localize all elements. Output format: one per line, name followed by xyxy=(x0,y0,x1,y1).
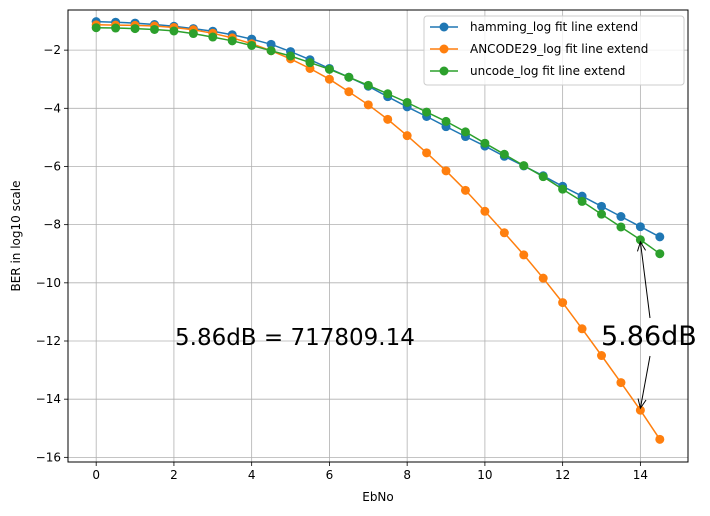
series xyxy=(91,23,665,259)
data-point xyxy=(402,131,412,141)
x-tick-label: 8 xyxy=(403,468,411,482)
data-point xyxy=(655,232,665,242)
y-tick-label: −2 xyxy=(43,43,61,57)
annotation-ratio-text: 5.86dB = 717809.14 xyxy=(175,325,415,351)
x-tick-label: 12 xyxy=(555,468,570,482)
data-point xyxy=(344,72,354,82)
annotation-arrow-head xyxy=(637,240,646,252)
data-point xyxy=(635,405,645,415)
legend-label: uncode_log fit line extend xyxy=(470,64,625,78)
data-point xyxy=(597,351,607,361)
data-point xyxy=(149,24,159,34)
y-tick-label: −10 xyxy=(36,276,61,290)
data-point xyxy=(616,212,626,222)
data-point xyxy=(363,80,373,90)
data-point xyxy=(383,114,393,124)
legend-swatch-marker xyxy=(439,22,449,32)
data-point xyxy=(519,161,529,171)
legend-entry: ANCODE29_log fit line extend xyxy=(430,42,648,56)
data-point xyxy=(286,51,296,61)
data-point xyxy=(577,196,587,206)
data-point xyxy=(208,32,218,42)
x-tick-label: 14 xyxy=(633,468,648,482)
data-point xyxy=(383,89,393,99)
x-tick-label: 2 xyxy=(170,468,178,482)
x-tick-label: 10 xyxy=(477,468,492,482)
y-tick-label: −4 xyxy=(43,101,61,115)
data-point xyxy=(130,24,140,34)
legend: hamming_log fit line extend ANCODE29_log… xyxy=(423,15,685,86)
data-point xyxy=(422,148,432,158)
data-point xyxy=(305,58,315,68)
annotation-arrow-line xyxy=(639,241,651,319)
data-point xyxy=(169,26,179,36)
data-point xyxy=(635,235,645,245)
data-point xyxy=(188,29,198,39)
data-point xyxy=(324,64,334,74)
data-point xyxy=(247,40,257,50)
annotation-arrow-line xyxy=(639,355,651,409)
x-tick-label: 6 xyxy=(326,468,334,482)
legend-entry: uncode_log fit line extend xyxy=(430,64,625,78)
data-point xyxy=(577,324,587,334)
data-point xyxy=(655,434,665,444)
annotation-arrow-head xyxy=(637,398,647,410)
annotation-arrows xyxy=(637,240,651,410)
legend-swatch-marker xyxy=(439,44,449,54)
data-point xyxy=(324,74,334,84)
data-point xyxy=(402,97,412,107)
legend-swatch-marker xyxy=(439,66,449,76)
y-tick-label: −8 xyxy=(43,218,61,232)
data-point xyxy=(558,298,568,308)
data-point xyxy=(460,185,470,195)
data-point xyxy=(616,222,626,232)
plot-frame xyxy=(67,9,689,463)
data-point xyxy=(519,250,529,260)
data-point xyxy=(635,222,645,232)
y-axis-label: BER in log10 scale xyxy=(9,180,23,291)
data-point xyxy=(499,228,509,238)
data-point xyxy=(616,378,626,388)
data-point xyxy=(538,172,548,182)
data-point xyxy=(597,201,607,211)
legend-box xyxy=(423,15,685,86)
y-tick-label: −14 xyxy=(36,392,61,406)
y-tick-label: −6 xyxy=(43,159,61,173)
series-group xyxy=(91,17,665,444)
legend-label: ANCODE29_log fit line extend xyxy=(470,42,648,56)
data-point xyxy=(266,46,276,56)
data-point xyxy=(558,184,568,194)
data-point xyxy=(227,36,237,46)
data-point xyxy=(538,273,548,283)
data-point xyxy=(597,209,607,219)
ticks: 0 2 4 6 8 10 12 14 −16 −14 −12 −10 −8 −6 −4 −2 xyxy=(36,43,648,482)
data-point xyxy=(480,206,490,216)
x-tick-label: 0 xyxy=(92,468,100,482)
legend-entry: hamming_log fit line extend xyxy=(430,20,638,34)
y-tick-label: −16 xyxy=(36,450,61,464)
legend-label: hamming_log fit line extend xyxy=(470,20,638,34)
data-point xyxy=(441,116,451,126)
x-tick-label: 4 xyxy=(248,468,256,482)
data-point xyxy=(266,39,276,49)
data-point xyxy=(655,249,665,259)
data-point xyxy=(460,127,470,137)
data-point xyxy=(441,166,451,176)
data-point xyxy=(499,149,509,159)
x-axis-label: EbNo xyxy=(362,490,394,504)
data-point xyxy=(480,138,490,148)
data-point xyxy=(111,23,121,33)
data-point xyxy=(91,23,101,33)
legend-entries: hamming_log fit line extend ANCODE29_log… xyxy=(430,20,648,78)
data-point xyxy=(422,107,432,117)
data-point xyxy=(363,100,373,110)
y-tick-label: −12 xyxy=(36,334,61,348)
annotation-gap-text: 5.86dB xyxy=(601,321,697,352)
data-point xyxy=(344,87,354,97)
